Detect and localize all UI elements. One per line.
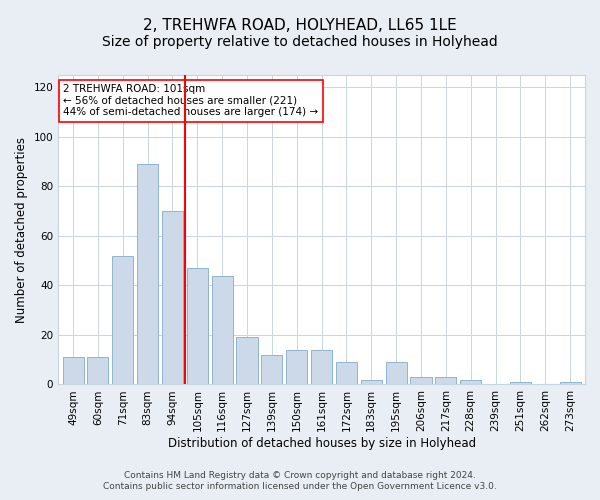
X-axis label: Distribution of detached houses by size in Holyhead: Distribution of detached houses by size …	[167, 437, 476, 450]
Bar	[212, 276, 233, 384]
Bar	[286, 350, 307, 384]
Text: 2 TREHWFA ROAD: 101sqm
← 56% of detached houses are smaller (221)
44% of semi-de: 2 TREHWFA ROAD: 101sqm ← 56% of detached…	[64, 84, 319, 117]
Bar	[510, 382, 531, 384]
Bar	[62, 357, 83, 384]
Bar	[262, 355, 283, 384]
Bar	[112, 256, 133, 384]
Bar	[386, 362, 407, 384]
Bar	[187, 268, 208, 384]
Bar	[560, 382, 581, 384]
Bar	[460, 380, 481, 384]
Bar	[88, 357, 109, 384]
Bar	[410, 377, 431, 384]
Y-axis label: Number of detached properties: Number of detached properties	[15, 136, 28, 322]
Bar	[336, 362, 357, 384]
Text: Contains public sector information licensed under the Open Government Licence v3: Contains public sector information licen…	[103, 482, 497, 491]
Text: Contains HM Land Registry data © Crown copyright and database right 2024.: Contains HM Land Registry data © Crown c…	[124, 471, 476, 480]
Bar	[137, 164, 158, 384]
Bar	[236, 338, 257, 384]
Bar	[435, 377, 457, 384]
Bar	[361, 380, 382, 384]
Text: 2, TREHWFA ROAD, HOLYHEAD, LL65 1LE: 2, TREHWFA ROAD, HOLYHEAD, LL65 1LE	[143, 18, 457, 32]
Bar	[311, 350, 332, 384]
Text: Size of property relative to detached houses in Holyhead: Size of property relative to detached ho…	[102, 35, 498, 49]
Bar	[162, 211, 183, 384]
